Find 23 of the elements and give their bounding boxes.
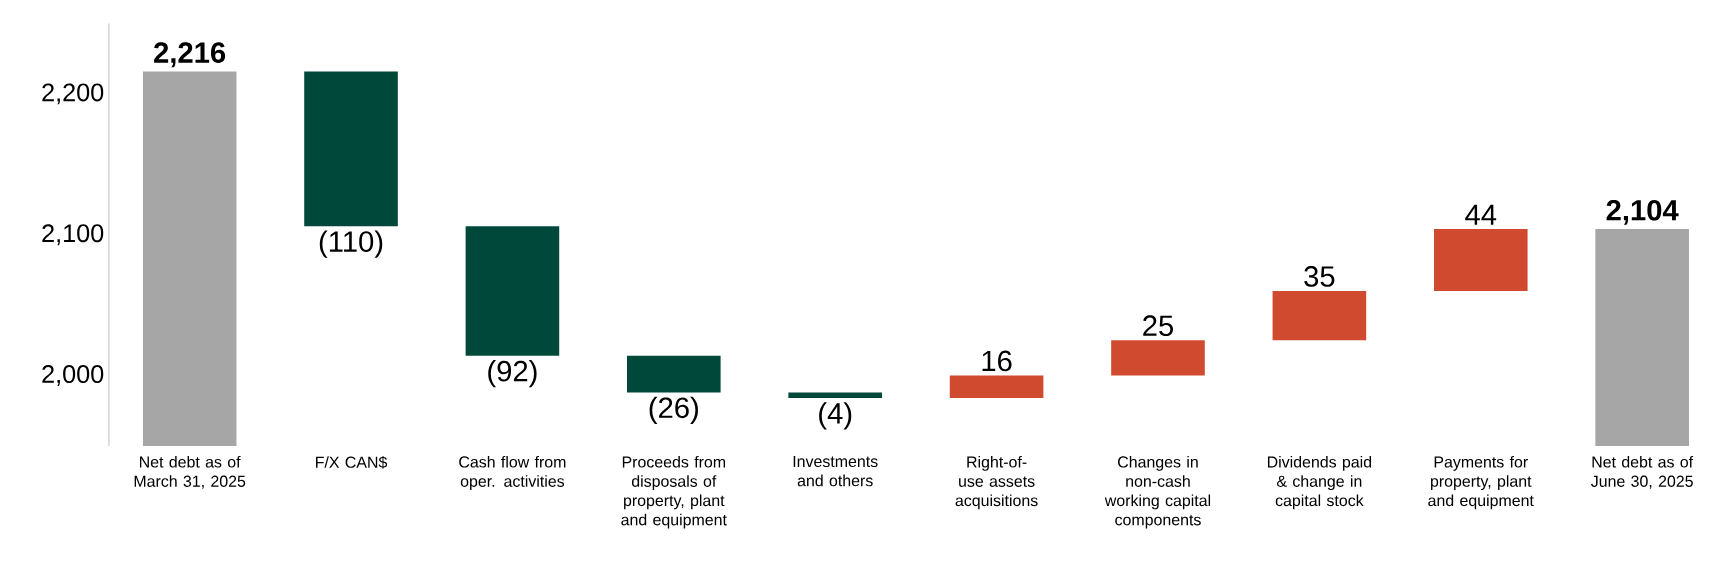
data-label: 16 xyxy=(982,350,1012,372)
x-tick-label: Net debt as of June 30, 2025 xyxy=(1591,456,1694,489)
x-tick-label: Net debt as of March 31, 2025 xyxy=(134,456,246,489)
y-tick-label: 2,200 xyxy=(42,83,104,105)
y-tick-label: 2,000 xyxy=(42,365,104,387)
data-label: 44 xyxy=(1465,204,1497,225)
x-tick-label: Dividends paid & change in capital stock xyxy=(1267,456,1372,510)
data-label: 2,216 xyxy=(154,42,226,68)
x-tick-label: Proceeds from disposals of property, plant and equipment xyxy=(621,456,727,529)
x-tick-label: Changes in non-cash working capital components xyxy=(1104,456,1211,529)
data-label: 2,104 xyxy=(1606,200,1679,225)
data-label: (26) xyxy=(649,396,698,424)
x-tick-label: Payments for property, plant and equipment xyxy=(1428,456,1534,510)
x-tick-label: Right-of-use assets acquisitions xyxy=(955,456,1038,510)
data-label: 25 xyxy=(1143,315,1173,337)
data-label: 35 xyxy=(1304,266,1335,287)
data-label: (92) xyxy=(488,360,537,388)
data-label: (110) xyxy=(319,230,383,258)
data-label: (4) xyxy=(819,402,852,430)
x-tick-label: Cash flow from oper. activities xyxy=(459,456,566,491)
x-tick-label: F/X CAN$ xyxy=(316,456,388,469)
x-tick-label: Investments and others xyxy=(793,456,878,487)
y-tick-label: 2,100 xyxy=(42,224,104,246)
